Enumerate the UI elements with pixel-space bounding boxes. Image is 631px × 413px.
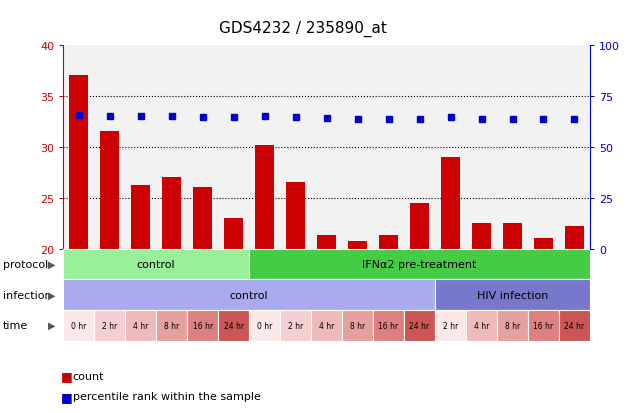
Bar <box>534 239 553 249</box>
Text: infection: infection <box>3 290 52 300</box>
Bar <box>311 310 342 341</box>
Bar <box>63 249 249 280</box>
Text: 16 hr: 16 hr <box>379 321 399 330</box>
Text: 4 hr: 4 hr <box>474 321 489 330</box>
Bar <box>131 186 150 249</box>
Bar <box>224 218 243 249</box>
Bar <box>280 310 311 341</box>
Text: control: control <box>137 259 175 269</box>
Bar <box>249 249 590 280</box>
Text: 4 hr: 4 hr <box>133 321 148 330</box>
Text: ■: ■ <box>61 390 72 403</box>
Bar <box>286 183 305 249</box>
Bar <box>69 76 88 249</box>
Bar <box>218 310 249 341</box>
Bar <box>559 310 590 341</box>
Bar <box>497 310 528 341</box>
Text: ▶: ▶ <box>48 259 56 269</box>
Bar <box>63 310 94 341</box>
Text: 16 hr: 16 hr <box>533 321 553 330</box>
Text: protocol: protocol <box>3 259 49 269</box>
Text: 24 hr: 24 hr <box>410 321 430 330</box>
Text: count: count <box>73 371 104 381</box>
Text: GDS4232 / 235890_at: GDS4232 / 235890_at <box>219 21 387 37</box>
Text: 8 hr: 8 hr <box>164 321 179 330</box>
Bar <box>342 310 373 341</box>
Text: ▶: ▶ <box>48 290 56 300</box>
Bar <box>528 310 559 341</box>
Text: 0 hr: 0 hr <box>257 321 272 330</box>
Bar <box>187 310 218 341</box>
Text: ■: ■ <box>61 369 72 382</box>
Bar <box>193 188 212 249</box>
Bar <box>435 310 466 341</box>
Bar <box>249 310 280 341</box>
Text: 24 hr: 24 hr <box>223 321 244 330</box>
Bar <box>256 145 274 249</box>
Bar <box>404 310 435 341</box>
Bar <box>348 241 367 249</box>
Text: 8 hr: 8 hr <box>350 321 365 330</box>
Text: HIV infection: HIV infection <box>477 290 548 300</box>
Bar <box>435 280 590 310</box>
Bar <box>373 310 404 341</box>
Text: percentile rank within the sample: percentile rank within the sample <box>73 392 261 401</box>
Text: time: time <box>3 320 28 330</box>
Text: 4 hr: 4 hr <box>319 321 334 330</box>
Bar <box>441 157 460 249</box>
Text: 2 hr: 2 hr <box>102 321 117 330</box>
Bar <box>410 203 429 249</box>
Text: 24 hr: 24 hr <box>564 321 584 330</box>
Text: 8 hr: 8 hr <box>505 321 520 330</box>
Bar <box>565 227 584 249</box>
Bar <box>100 132 119 249</box>
Text: 2 hr: 2 hr <box>443 321 458 330</box>
Bar <box>63 280 435 310</box>
Bar <box>125 310 156 341</box>
Text: 2 hr: 2 hr <box>288 321 303 330</box>
Bar <box>156 310 187 341</box>
Text: IFNα2 pre-treatment: IFNα2 pre-treatment <box>362 259 476 269</box>
Text: 16 hr: 16 hr <box>192 321 213 330</box>
Bar <box>94 310 125 341</box>
Text: ▶: ▶ <box>48 320 56 330</box>
Bar <box>466 310 497 341</box>
Text: control: control <box>230 290 268 300</box>
Bar <box>379 236 398 249</box>
Bar <box>472 223 491 249</box>
Bar <box>503 223 522 249</box>
Text: 0 hr: 0 hr <box>71 321 86 330</box>
Bar <box>162 178 181 249</box>
Bar <box>317 236 336 249</box>
